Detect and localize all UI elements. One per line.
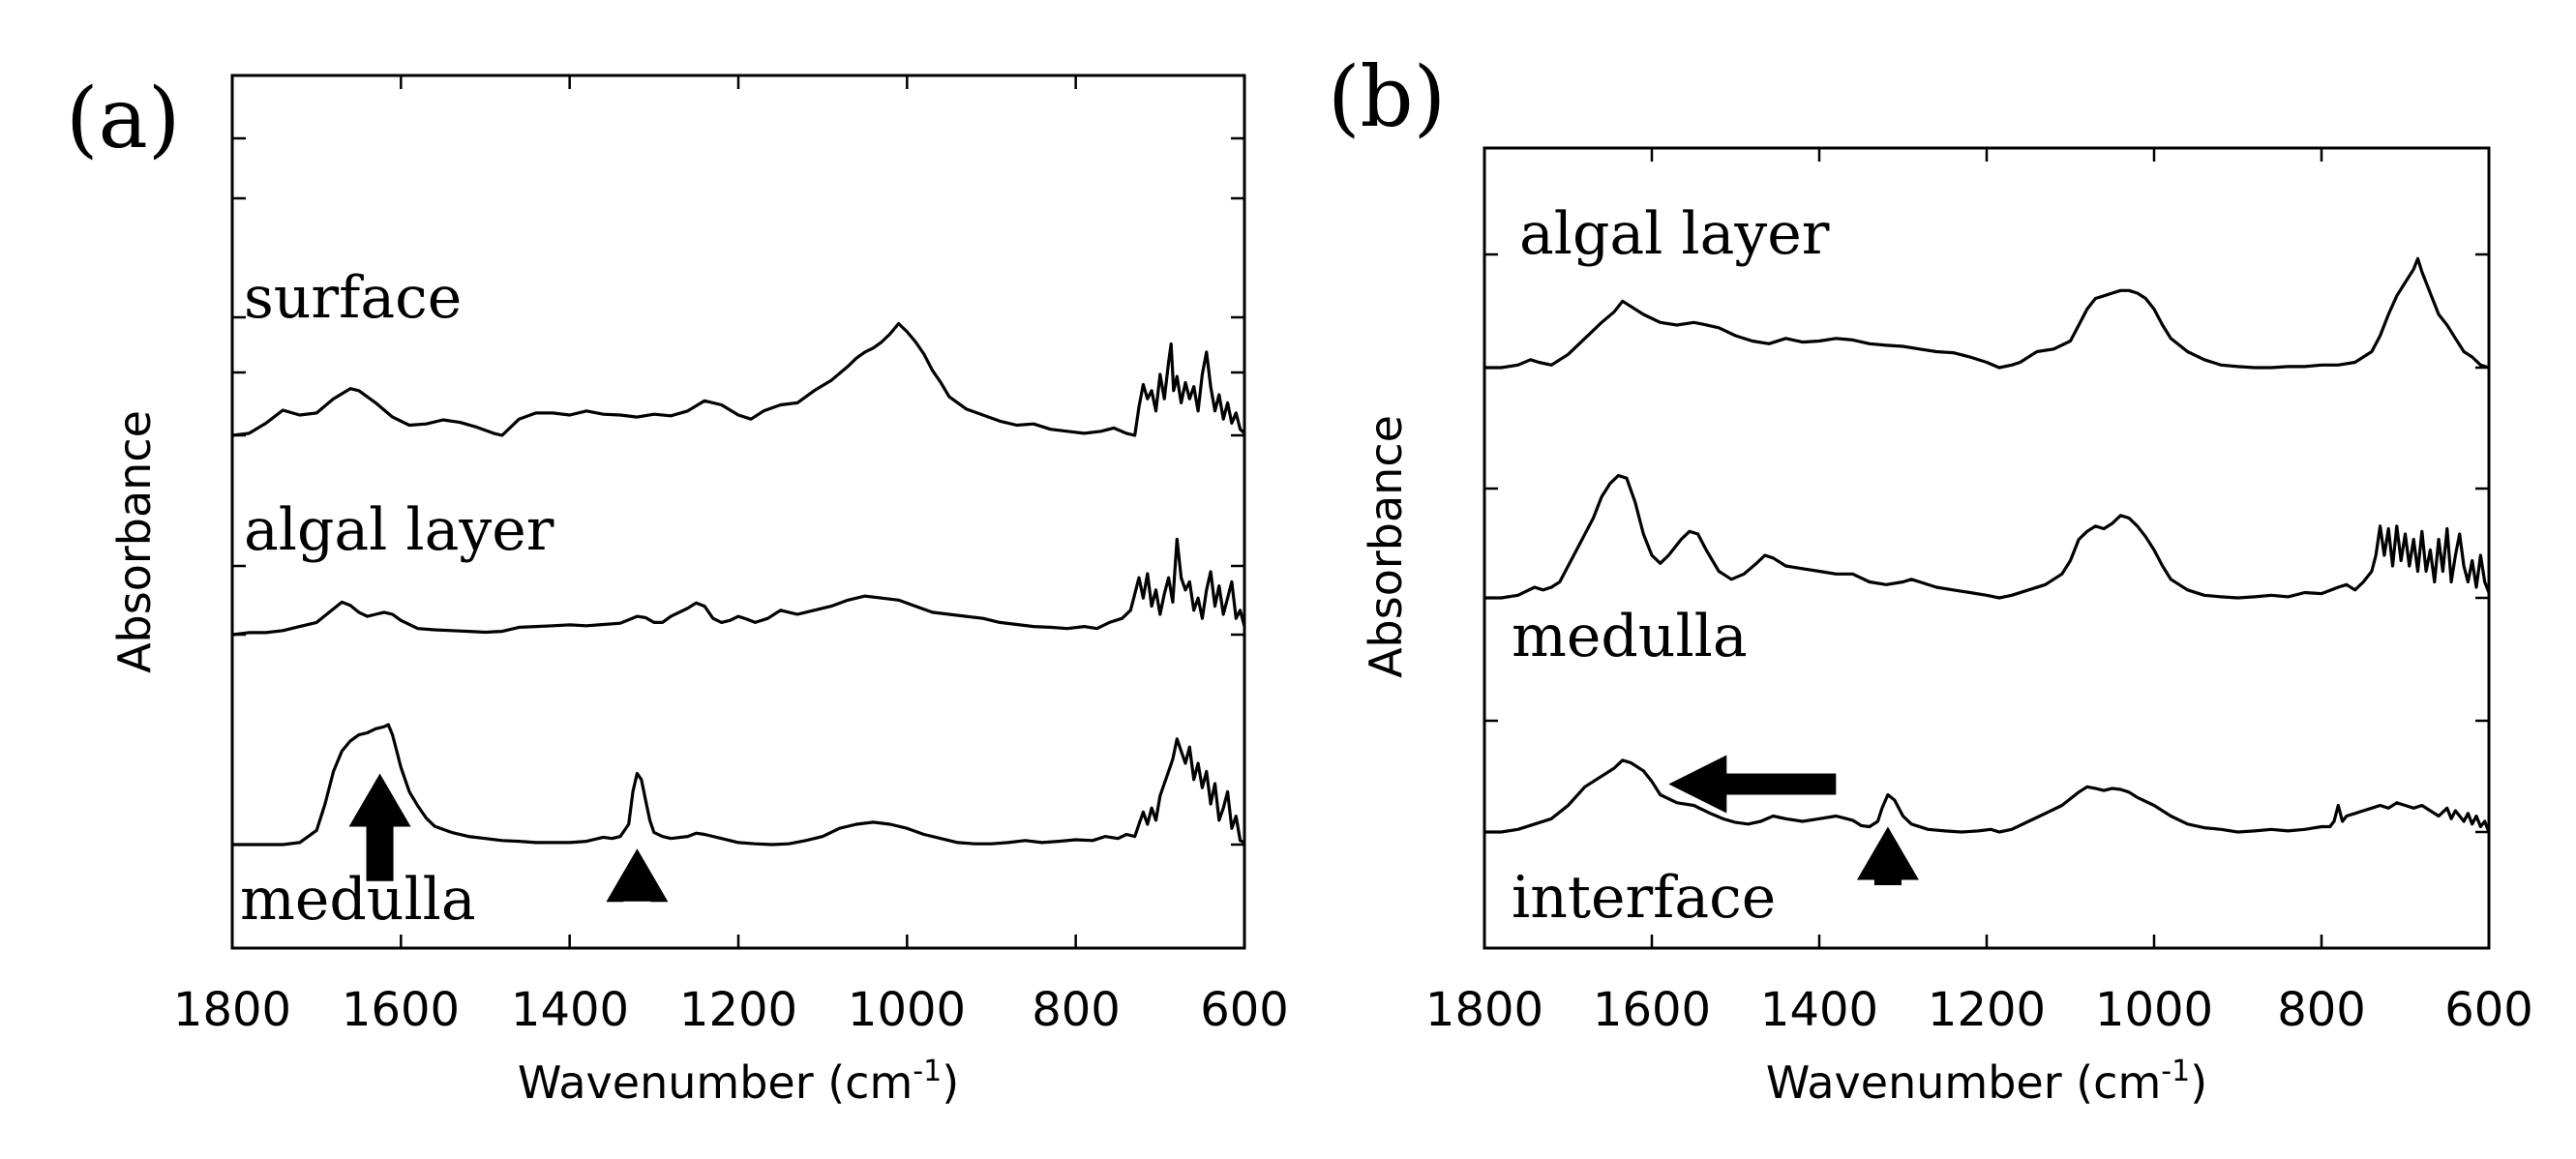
- panel-a-xlabel: Wavenumber (cm-1): [518, 1055, 959, 1109]
- panel-b-ylabel: Absorbance: [1360, 415, 1412, 678]
- panel-b-ticks: [1483, 148, 2491, 948]
- b-series-medulla: [1484, 473, 2491, 600]
- panel-b-xtick-label: 1600: [1593, 983, 1711, 1037]
- panel-b-xtick-label: 1400: [1760, 983, 1878, 1037]
- a-arrow-up: [348, 773, 411, 881]
- panel-a-xtick-label: 1000: [848, 983, 966, 1037]
- panel-a-xtick-label: 1400: [511, 983, 629, 1037]
- a-arrow-up: [606, 848, 669, 903]
- panel-b-trace-label-medulla: medulla: [1512, 603, 1748, 670]
- panel-a-ticks: [230, 75, 1246, 948]
- b-series-interface: [1484, 758, 2491, 834]
- panel-b-xtick-label: 1200: [1928, 983, 2046, 1037]
- panel-a-xtick-label: 1200: [679, 983, 797, 1037]
- b-series-algal-layer: [1484, 256, 2490, 370]
- panel-a-series: [231, 321, 1246, 847]
- panel-b-xtick-label: 1800: [1425, 983, 1543, 1037]
- panel-b-frame: [1483, 146, 2491, 950]
- panel-b-trace-label-interface: interface: [1512, 864, 1776, 932]
- panel-a-label: (a): [66, 71, 180, 167]
- panel-b-xtick-label: 1000: [2095, 983, 2213, 1037]
- panel-b-xtick-label: 600: [2444, 983, 2533, 1037]
- panel-a-xtick-label: 1600: [342, 983, 460, 1037]
- panel-a-xtick-label: 800: [1032, 983, 1121, 1037]
- panel-a-arrows: [348, 773, 669, 903]
- panel-a-trace-label-medulla: medulla: [240, 866, 476, 934]
- a-series-medulla: [232, 723, 1245, 847]
- panel-a-xtick-label: 1800: [173, 983, 291, 1037]
- panel-a-xtick-labels: 1800 1600 1400 1200 1000 800 600: [173, 983, 1289, 1037]
- panel-b: (b) algal layer medulla interface 1800 1…: [1328, 49, 2533, 1109]
- panel-b-arrows: [1668, 755, 1919, 885]
- panel-b-xtick-label: 800: [2277, 983, 2366, 1037]
- b-arrow-left: [1668, 755, 1837, 814]
- b-arrow-up: [1856, 826, 1919, 885]
- panel-a: (a) surface algal layer medulla 1800 160…: [66, 71, 1289, 1109]
- panel-a-trace-label-algal: algal layer: [244, 496, 554, 564]
- panel-b-label: (b): [1328, 49, 1446, 146]
- panel-b-xlabel: Wavenumber (cm-1): [1766, 1055, 2207, 1109]
- panel-b-trace-label-algal: algal layer: [1519, 200, 1830, 268]
- panel-b-xtick-labels: 1800 1600 1400 1200 1000 800 600: [1425, 983, 2533, 1037]
- a-series-surface: [231, 321, 1246, 437]
- panel-a-xtick-label: 600: [1200, 983, 1289, 1037]
- a-series-algal-layer: [231, 537, 1246, 637]
- panel-b-series: [1484, 256, 2491, 834]
- panel-a-trace-label-surface: surface: [244, 264, 462, 332]
- panel-a-ylabel: Absorbance: [108, 410, 161, 673]
